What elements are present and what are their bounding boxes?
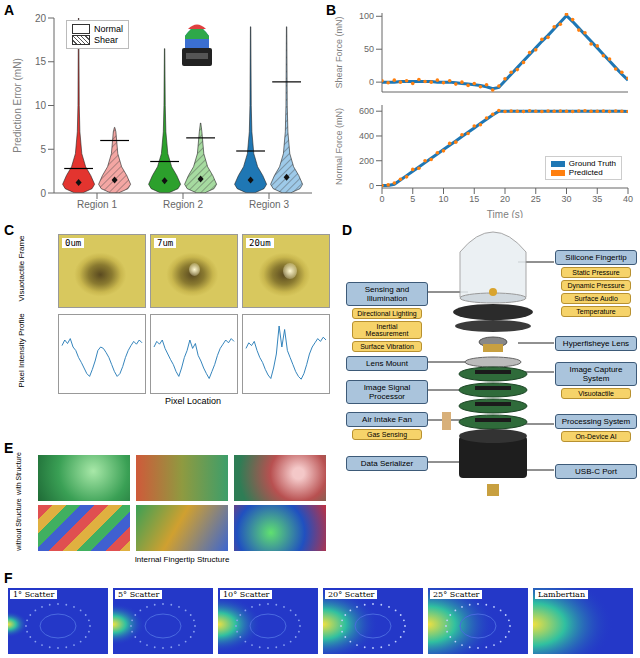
- html-text:20° Scatter: 20° Scatter: [328, 590, 375, 599]
- html-text:7um: 7um: [157, 238, 174, 248]
- html-text:Ground Truth: Ground Truth: [568, 159, 616, 168]
- svg-text:30: 30: [561, 194, 571, 204]
- html-text:Dynamic Pressure: Dynamic Pressure: [567, 282, 625, 289]
- html-text:Internal Fingertip Structure: Internal Fingertip Structure: [134, 555, 230, 564]
- html-text:D: D: [342, 222, 353, 238]
- html-text:Visuotactile Frame: Visuotactile Frame: [16, 235, 26, 302]
- html-text:Pixel Intensity Profile: Pixel Intensity Profile: [16, 313, 26, 388]
- svg-text:25: 25: [531, 194, 541, 204]
- svg-text:200: 200: [359, 156, 374, 166]
- html-text:Surface Audio: Surface Audio: [574, 295, 618, 302]
- html-text:Visuotactile: Visuotactile: [578, 390, 614, 397]
- svg-text:400: 400: [359, 131, 374, 141]
- html-text:Processing System: Processing System: [561, 417, 631, 426]
- html-text:Sensing and Illumination: Sensing and Illumination: [364, 285, 410, 303]
- svg-text:Region 2: Region 2: [163, 199, 203, 210]
- html-text:A: A: [4, 2, 15, 18]
- html-text:Image Signal Processor: Image Signal Processor: [363, 383, 411, 401]
- svg-text:Prediction Error (mN): Prediction Error (mN): [12, 58, 23, 152]
- html-text:Directional Lighting: Directional Lighting: [357, 310, 417, 317]
- html-text:Silicone Fingertip: Silicone Fingertip: [565, 253, 627, 262]
- html-text:B: B: [326, 2, 337, 18]
- html-text:Air Intake Fan: Air Intake Fan: [362, 415, 412, 424]
- html-text:Inertial Measurement: Inertial Measurement: [365, 323, 409, 337]
- svg-text:100: 100: [359, 11, 374, 21]
- svg-text:20: 20: [500, 194, 510, 204]
- svg-text:10: 10: [35, 100, 47, 111]
- svg-text:Time (s): Time (s): [487, 209, 523, 218]
- svg-text:35: 35: [592, 194, 602, 204]
- html-text:Surface Vibration: Surface Vibration: [360, 343, 414, 350]
- html-text:Lens Mount: Lens Mount: [366, 359, 408, 368]
- html-text:Shear: Shear: [94, 35, 118, 45]
- html-text:F: F: [4, 570, 13, 586]
- html-text:10° Scatter: 10° Scatter: [223, 590, 270, 599]
- svg-text:5: 5: [410, 194, 415, 204]
- html-text:Pixel Location: Pixel Location: [165, 396, 221, 406]
- html-text:20um: 20um: [249, 238, 271, 248]
- svg-text:Region 3: Region 3: [249, 199, 289, 210]
- html-text:USB-C Port: USB-C Port: [575, 467, 617, 476]
- svg-text:0: 0: [379, 194, 384, 204]
- html-text:Data Serializer: Data Serializer: [360, 459, 414, 468]
- svg-text:10: 10: [438, 194, 448, 204]
- html-text:Image Capture System: Image Capture System: [569, 365, 623, 383]
- html-text:Hyperfisheye Lens: Hyperfisheye Lens: [562, 339, 630, 348]
- html-text:Predicted: Predicted: [568, 168, 603, 177]
- html-text:25° Scatter: 25° Scatter: [433, 590, 480, 599]
- svg-text:20: 20: [35, 13, 47, 24]
- html-text:1° Scatter: 1° Scatter: [13, 590, 55, 599]
- html-text:Temperature: Temperature: [576, 308, 616, 315]
- svg-text:600: 600: [359, 106, 374, 116]
- svg-text:Region 1: Region 1: [77, 199, 117, 210]
- svg-text:50: 50: [364, 44, 374, 54]
- svg-text:5: 5: [40, 144, 46, 155]
- svg-text:15: 15: [35, 56, 47, 67]
- html-text:E: E: [4, 440, 14, 456]
- svg-text:40: 40: [623, 194, 632, 204]
- html-text:0um: 0um: [65, 238, 82, 248]
- svg-text:15: 15: [469, 194, 479, 204]
- html-text:without Structure: without Structure: [14, 498, 22, 551]
- html-text:C: C: [4, 222, 15, 238]
- html-text:5° Scatter: 5° Scatter: [118, 590, 160, 599]
- svg-text:0: 0: [40, 188, 46, 199]
- html-text:Gas Sensing: Gas Sensing: [367, 431, 407, 438]
- html-text:with Structure: with Structure: [14, 452, 22, 495]
- svg-text:0: 0: [369, 77, 374, 87]
- html-text:Normal: Normal: [94, 24, 123, 34]
- html-text:Lambertian: Lambertian: [538, 590, 585, 599]
- svg-text:0: 0: [369, 181, 374, 191]
- svg-text:Shear Force (mN): Shear Force (mN): [334, 16, 344, 88]
- html-text:Static Pressure: Static Pressure: [572, 269, 620, 276]
- html-text:On-Device AI: On-Device AI: [575, 433, 617, 440]
- svg-text:Normal Force (mN): Normal Force (mN): [334, 108, 344, 185]
